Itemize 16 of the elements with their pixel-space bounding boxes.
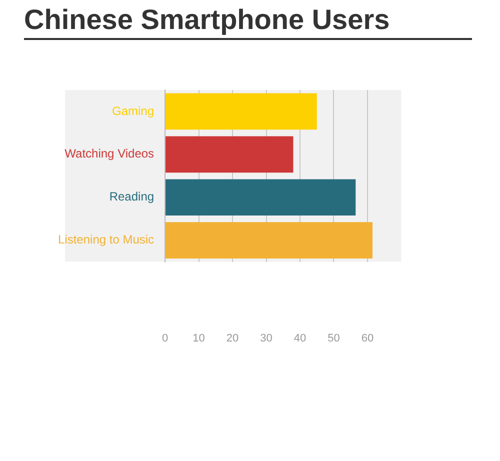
y-tick-label: Gaming	[112, 104, 154, 118]
x-tick-label: 30	[260, 332, 272, 344]
y-tick-label: Reading	[109, 190, 154, 204]
x-tick-label: 50	[328, 332, 340, 344]
x-tick-label: 20	[226, 332, 239, 344]
x-tick-label: 0	[162, 332, 168, 344]
x-tick-label: 60	[361, 332, 374, 344]
y-tick-label: Watching Videos	[64, 146, 154, 161]
bar	[166, 93, 317, 130]
bar	[166, 179, 356, 216]
bar	[166, 222, 373, 258]
bar	[166, 136, 294, 173]
x-tick-label: 40	[294, 332, 306, 344]
chart-title: Chinese Smartphone Users	[24, 4, 472, 40]
x-tick-label: 10	[192, 332, 205, 344]
y-tick-label: Listening to Music	[58, 232, 154, 247]
